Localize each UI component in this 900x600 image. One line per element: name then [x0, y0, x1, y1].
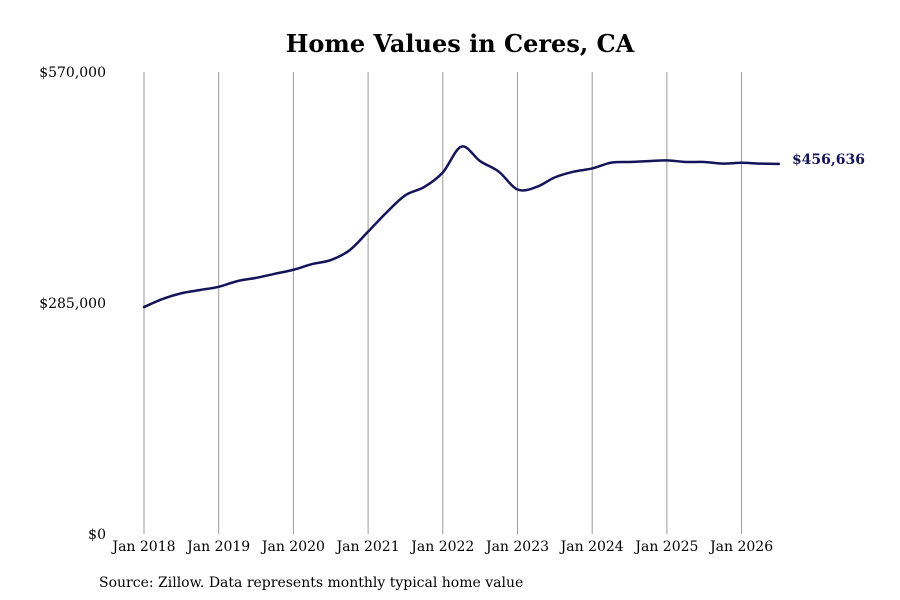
y-axis-tick-labels: $0 $285,000 $570,000: [39, 65, 106, 543]
series-end-label: $456,636: [792, 152, 865, 168]
series-line-0: [142, 145, 781, 309]
y-tick-label: $0: [88, 527, 106, 543]
y-tick-label: $570,000: [39, 65, 106, 81]
y-tick-label: $285,000: [39, 296, 106, 312]
x-tick-label: Jan 2025: [633, 539, 698, 555]
x-tick-label: Jan 2018: [110, 539, 175, 555]
source-note: Source: Zillow. Data represents monthly …: [99, 575, 523, 591]
x-axis-tick-labels: Jan 2018 Jan 2019 Jan 2020 Jan 2021 Jan 2022…: [110, 539, 773, 555]
x-tick-label: Jan 2026: [708, 539, 773, 555]
series-layer: $456,636: [142, 145, 865, 309]
chart-title: Home Values in Ceres, CA: [286, 29, 635, 58]
x-tick-label: Jan 2024: [559, 539, 624, 555]
x-tick-label: Jan 2019: [185, 539, 250, 555]
x-tick-label: Jan 2023: [484, 539, 549, 555]
x-tick-label: Jan 2020: [260, 539, 325, 555]
x-tick-label: Jan 2022: [409, 539, 474, 555]
x-tick-label: Jan 2021: [335, 539, 400, 555]
vertical-gridlines: [143, 72, 743, 534]
